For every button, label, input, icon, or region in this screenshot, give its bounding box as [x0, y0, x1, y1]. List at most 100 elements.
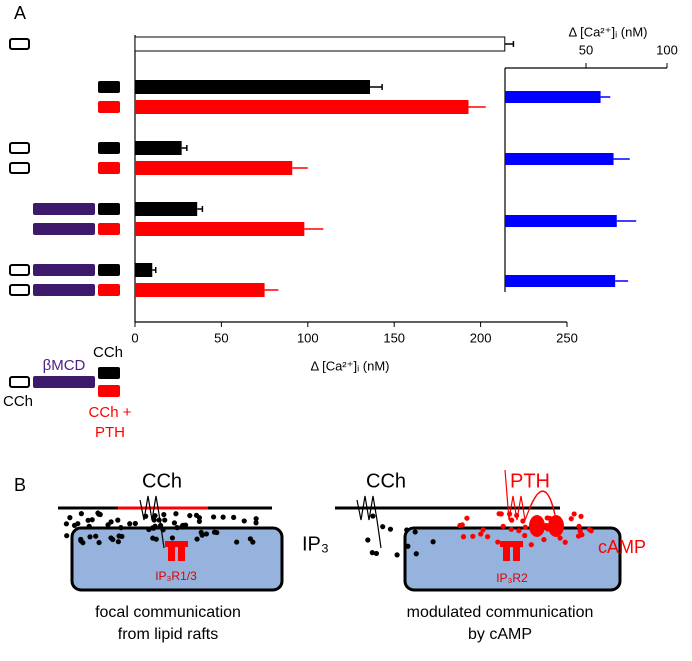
row-icon [33, 284, 95, 296]
row-icon [9, 162, 30, 174]
receptor-label: IP₃R2 [496, 571, 528, 585]
messenger-dot [568, 516, 574, 522]
caption: focal communication [95, 604, 241, 621]
messenger-dot [522, 524, 528, 530]
messenger-dot [413, 551, 419, 557]
x-tick-label: 200 [470, 330, 492, 345]
x-tick-label: 250 [556, 330, 578, 345]
messenger-dot [161, 511, 167, 518]
messenger-label: IP₃ [302, 533, 329, 555]
messenger-dot [370, 513, 376, 519]
messenger-dot [108, 535, 114, 541]
row-icon [33, 203, 95, 215]
row-icon [33, 223, 95, 235]
bar [135, 100, 469, 114]
messenger-dot [500, 523, 506, 529]
row-icon [98, 81, 120, 93]
messenger-dot [158, 522, 164, 529]
row-icon [98, 142, 120, 154]
messenger-dot [95, 510, 101, 516]
key-icon [9, 376, 30, 388]
messenger-dot [63, 521, 70, 527]
messenger-dot [203, 531, 210, 537]
messenger-dot [211, 514, 217, 520]
row-icon [9, 142, 30, 154]
messenger-dot [586, 526, 592, 533]
agonist-label: CCh [142, 470, 182, 492]
x-tick-label: 100 [656, 42, 678, 57]
messenger-dot [575, 533, 582, 539]
messenger-dot [234, 539, 240, 545]
key-icon [98, 385, 120, 397]
row-icon [9, 38, 30, 50]
messenger-dot [118, 525, 124, 531]
x-axis-label: Δ [Ca²⁺]ᵢ (nM) [311, 358, 390, 373]
row-icon [98, 101, 120, 113]
messenger-dot [464, 515, 470, 521]
key-label: CCh [3, 393, 33, 410]
messenger-dot [507, 511, 513, 517]
caption: from lipid rafts [118, 626, 218, 643]
key-label: CCh + [89, 404, 132, 421]
row-icon [33, 264, 95, 276]
messenger-dot [156, 517, 162, 523]
bar [135, 80, 371, 94]
diagram: CCh IP₃R1/3 focal communication from lip… [58, 469, 646, 643]
bar [505, 91, 601, 103]
x-axis-label: Δ [Ca²⁺]ᵢ (nM) [569, 24, 648, 39]
messenger-dot [75, 521, 81, 527]
messenger-dot [365, 537, 371, 543]
messenger-dot [460, 534, 467, 540]
messenger-dot [85, 517, 91, 523]
agonist-label: PTH [510, 470, 550, 492]
messenger-dot [78, 511, 84, 517]
row-icon [9, 264, 30, 276]
messenger-dot [187, 512, 193, 519]
bar [135, 283, 265, 297]
messenger-dot [495, 539, 501, 545]
messenger-dot [380, 524, 386, 530]
messenger-dot [162, 517, 168, 523]
messenger-dot [196, 518, 202, 525]
messenger-dot [152, 523, 158, 529]
panel-label: B [14, 475, 26, 495]
messenger-dot [89, 517, 95, 523]
row-icon [98, 223, 120, 235]
messenger-dot [369, 550, 375, 556]
messenger-dot [571, 511, 577, 517]
messenger-dot [64, 533, 70, 539]
bar [135, 222, 305, 236]
bar [505, 215, 617, 227]
messenger-label: cAMP [598, 537, 646, 557]
messenger-dot [457, 522, 463, 529]
bar [135, 161, 293, 175]
enzyme [548, 515, 564, 537]
row-icon [98, 284, 120, 296]
messenger-dot [116, 533, 122, 539]
x-tick-label: 50 [579, 42, 593, 57]
messenger-dot [430, 539, 436, 545]
messenger-dot [516, 528, 522, 534]
key-icon [98, 367, 120, 379]
x-tick-label: 100 [297, 330, 319, 345]
panel-label: A [14, 3, 26, 23]
channel [503, 543, 510, 561]
messenger-dot [153, 536, 159, 542]
bar [135, 263, 153, 277]
bar [135, 202, 198, 216]
messenger-dot [173, 511, 179, 517]
key-label: PTH [95, 424, 125, 441]
messenger-dot [80, 540, 86, 546]
messenger-dot [179, 524, 186, 530]
key-label: βMCD [43, 357, 86, 374]
row-icon [9, 284, 30, 296]
messenger-dot [543, 522, 549, 529]
x-tick-label: 0 [131, 330, 138, 345]
messenger-dot [211, 529, 218, 535]
messenger-dot [528, 542, 534, 548]
messenger-dot [536, 523, 542, 529]
messenger-dot [93, 533, 99, 539]
channel [165, 541, 188, 547]
messenger-dot [470, 533, 476, 539]
